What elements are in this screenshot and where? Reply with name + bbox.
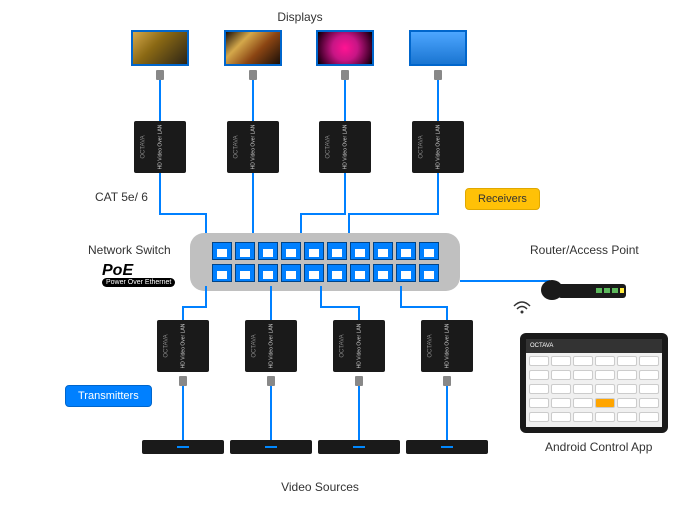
- switch-port: [304, 242, 324, 260]
- switch-port: [373, 242, 393, 260]
- switch-port: [304, 264, 324, 282]
- cable: [344, 80, 346, 121]
- connector: [355, 376, 363, 386]
- network-switch: [190, 233, 460, 291]
- connector: [443, 376, 451, 386]
- display-3: [316, 30, 374, 66]
- switch-port: [281, 264, 301, 282]
- cable: [400, 286, 402, 306]
- switch-label: Network Switch: [88, 243, 171, 257]
- transmitter-2: OCTAVAHD Video Over LAN: [245, 320, 297, 372]
- source-1: [142, 440, 224, 454]
- cable: [159, 173, 161, 213]
- transmitter-3: OCTAVAHD Video Over LAN: [333, 320, 385, 372]
- cable: [446, 306, 448, 320]
- router-label: Router/Access Point: [530, 243, 639, 257]
- switch-port: [419, 264, 439, 282]
- cable: [182, 386, 184, 440]
- source-2: [230, 440, 312, 454]
- cable: [320, 286, 322, 306]
- connector: [341, 70, 349, 80]
- receiver-4: OCTAVAHD Video Over LAN: [412, 121, 464, 173]
- cable: [252, 173, 254, 239]
- displays-label: Displays: [250, 10, 350, 24]
- switch-port: [327, 264, 347, 282]
- transmitter-4: OCTAVAHD Video Over LAN: [421, 320, 473, 372]
- switch-port: [396, 264, 416, 282]
- cable: [159, 213, 205, 215]
- switch-port: [350, 264, 370, 282]
- tablet: OCTAVA: [520, 333, 668, 433]
- cable: [358, 386, 360, 440]
- switch-port: [212, 242, 232, 260]
- cable: [270, 286, 272, 320]
- switch-port: [235, 264, 255, 282]
- cable: [182, 306, 207, 308]
- router: [540, 266, 630, 309]
- connector: [156, 70, 164, 80]
- poe-badge: PoE Power Over Ethernet: [102, 262, 175, 287]
- switch-port: [327, 242, 347, 260]
- cable: [320, 306, 360, 308]
- source-4: [406, 440, 488, 454]
- cat-label: CAT 5e/ 6: [95, 190, 148, 204]
- switch-port: [235, 242, 255, 260]
- receiver-3: OCTAVAHD Video Over LAN: [319, 121, 371, 173]
- receiver-1: OCTAVAHD Video Over LAN: [134, 121, 186, 173]
- cable: [182, 306, 184, 320]
- switch-port: [373, 264, 393, 282]
- switch-port: [281, 242, 301, 260]
- transmitters-badge: Transmitters: [65, 385, 152, 407]
- cable: [348, 213, 439, 215]
- android-label: Android Control App: [545, 440, 652, 454]
- switch-port: [350, 242, 370, 260]
- display-4: [409, 30, 467, 66]
- transmitter-1: OCTAVAHD Video Over LAN: [157, 320, 209, 372]
- cable: [460, 280, 550, 282]
- cable: [446, 386, 448, 440]
- cable: [159, 80, 161, 121]
- cable: [400, 306, 448, 308]
- switch-port-row-top: [212, 242, 439, 260]
- cable: [270, 386, 272, 440]
- switch-port-row-bottom: [212, 264, 439, 282]
- connector: [179, 376, 187, 386]
- switch-port: [419, 242, 439, 260]
- switch-port: [258, 242, 278, 260]
- diagram-canvas: { "labels": { "displays": "Displays", "c…: [0, 0, 677, 525]
- switch-port: [258, 264, 278, 282]
- connector: [249, 70, 257, 80]
- cable: [252, 80, 254, 121]
- connector: [434, 70, 442, 80]
- receiver-2: OCTAVAHD Video Over LAN: [227, 121, 279, 173]
- receivers-badge: Receivers: [465, 188, 540, 210]
- sources-label: Video Sources: [270, 480, 370, 494]
- cable: [437, 173, 439, 213]
- cable: [344, 173, 346, 213]
- switch-port: [212, 264, 232, 282]
- cable: [300, 213, 346, 215]
- display-1: [131, 30, 189, 66]
- wifi-icon: [512, 300, 532, 321]
- cable: [437, 80, 439, 121]
- cable: [358, 306, 360, 320]
- connector: [267, 376, 275, 386]
- source-3: [318, 440, 400, 454]
- display-2: [224, 30, 282, 66]
- tablet-grid: [526, 353, 662, 427]
- switch-port: [396, 242, 416, 260]
- cable: [205, 286, 207, 306]
